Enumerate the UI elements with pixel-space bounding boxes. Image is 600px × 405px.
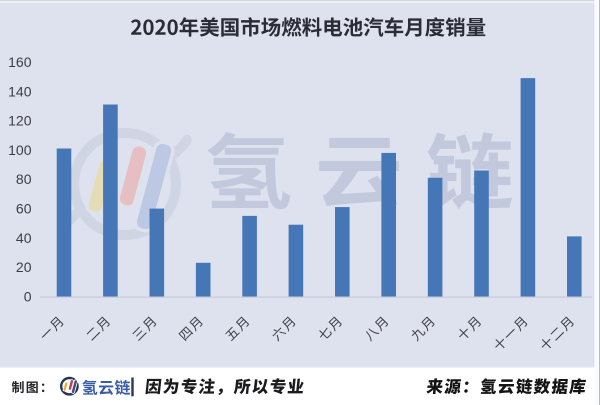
svg-text:100: 100 — [8, 142, 32, 158]
svg-text:60: 60 — [16, 201, 32, 217]
svg-text:160: 160 — [8, 54, 32, 70]
svg-text:40: 40 — [16, 230, 32, 246]
svg-text:120: 120 — [8, 113, 32, 129]
svg-text:20: 20 — [16, 259, 32, 275]
svg-text:80: 80 — [16, 171, 32, 187]
svg-text:0: 0 — [24, 289, 32, 305]
svg-text:140: 140 — [8, 83, 32, 99]
